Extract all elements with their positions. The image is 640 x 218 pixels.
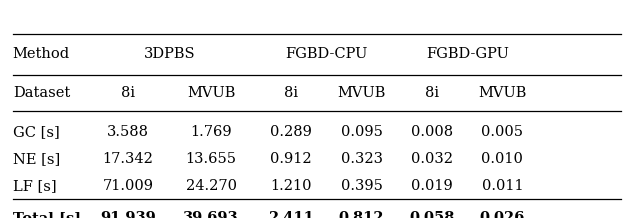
Text: Dataset: Dataset — [13, 86, 70, 100]
Text: MVUB: MVUB — [187, 86, 236, 100]
Text: 3.588: 3.588 — [107, 125, 149, 139]
Text: Method: Method — [13, 48, 70, 61]
Text: 0.010: 0.010 — [481, 152, 524, 166]
Text: 0.011: 0.011 — [481, 179, 524, 193]
Text: 0.058: 0.058 — [410, 211, 454, 218]
Text: 0.032: 0.032 — [411, 152, 453, 166]
Text: 0.395: 0.395 — [340, 179, 383, 193]
Text: 71.009: 71.009 — [102, 179, 154, 193]
Text: LF [s]: LF [s] — [13, 179, 56, 193]
Text: 91.939: 91.939 — [100, 211, 156, 218]
Text: 0.095: 0.095 — [340, 125, 383, 139]
Text: 0.026: 0.026 — [480, 211, 525, 218]
Text: 2.411: 2.411 — [268, 211, 314, 218]
Text: 39.693: 39.693 — [184, 211, 239, 218]
Text: 24.270: 24.270 — [186, 179, 237, 193]
Text: 1.210: 1.210 — [271, 179, 312, 193]
Text: 0.008: 0.008 — [411, 125, 453, 139]
Text: 0.812: 0.812 — [339, 211, 385, 218]
Text: 13.655: 13.655 — [186, 152, 237, 166]
Text: NE [s]: NE [s] — [13, 152, 60, 166]
Text: 0.912: 0.912 — [270, 152, 312, 166]
Text: FGBD-CPU: FGBD-CPU — [285, 48, 367, 61]
Text: 8i: 8i — [425, 86, 439, 100]
Text: 8i: 8i — [284, 86, 298, 100]
Text: 17.342: 17.342 — [102, 152, 154, 166]
Text: 3DPBS: 3DPBS — [144, 48, 195, 61]
Text: 0.289: 0.289 — [270, 125, 312, 139]
Text: FGBD-GPU: FGBD-GPU — [426, 48, 509, 61]
Text: MVUB: MVUB — [337, 86, 386, 100]
Text: MVUB: MVUB — [478, 86, 527, 100]
Text: 8i: 8i — [121, 86, 135, 100]
Text: GC [s]: GC [s] — [13, 125, 60, 139]
Text: 0.019: 0.019 — [411, 179, 453, 193]
Text: 0.005: 0.005 — [481, 125, 524, 139]
Text: 1.769: 1.769 — [190, 125, 232, 139]
Text: Total [s]: Total [s] — [13, 211, 81, 218]
Text: 0.323: 0.323 — [340, 152, 383, 166]
